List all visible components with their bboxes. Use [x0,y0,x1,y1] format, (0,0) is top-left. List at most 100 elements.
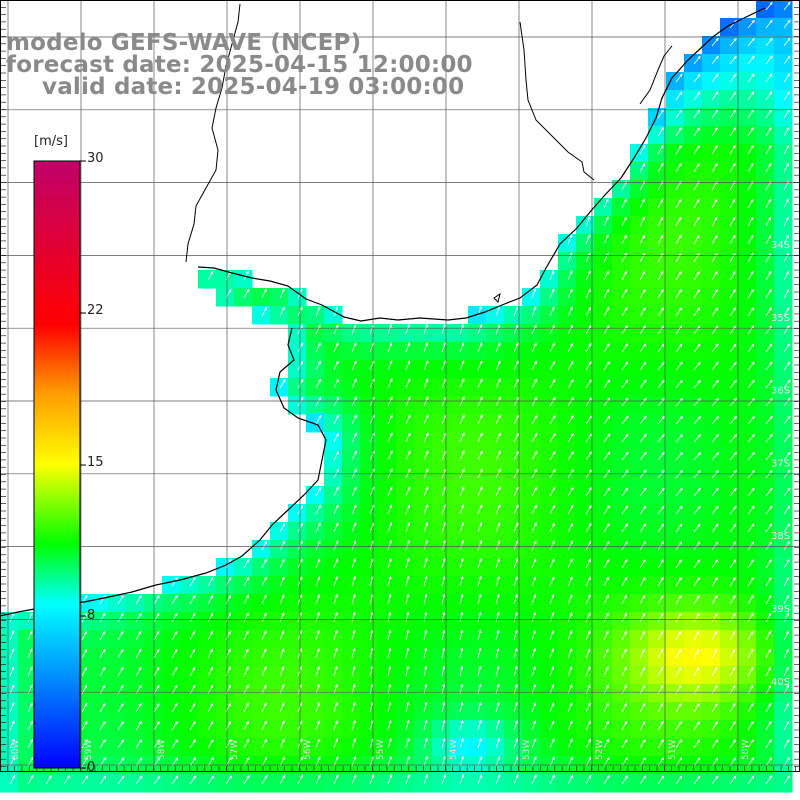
wind-arrow [153,648,160,659]
wind-arrow [585,324,592,335]
wind-arrow [243,288,250,299]
wind-cell [414,378,433,397]
wind-cell [378,396,397,415]
wind-cell [504,738,523,757]
wind-arrow [153,666,160,677]
wind-arrow [747,144,754,155]
wind-arrow [477,342,483,353]
wind-arrow [387,611,392,623]
wind-cell [594,342,613,361]
wind-cell [666,720,685,739]
wind-cell [486,306,505,325]
wind-arrow [729,252,736,263]
wind-cell [144,594,163,613]
wind-cell [648,720,667,739]
wind-cell [594,630,613,649]
wind-cell [360,576,379,595]
wind-cell [504,342,523,361]
wind-cell [576,594,595,613]
wind-arrow [603,288,610,299]
wind-cell [486,450,505,469]
wind-arrow [711,648,718,659]
wind-arrow [315,522,321,533]
wind-cell [612,306,631,325]
wind-cell [522,342,541,361]
wind-arrow [567,360,574,371]
wind-cell [684,666,703,685]
wind-arrow [765,630,772,641]
wind-arrow [387,629,392,641]
wind-arrow [477,432,483,443]
wind-arrow [765,198,772,209]
wind-cell [378,576,397,595]
wind-arrow [603,451,611,461]
wind-arrow [495,647,500,659]
wind-arrow [729,37,737,47]
wind-arrow [603,342,610,353]
wind-cell [774,108,793,127]
wind-cell [216,288,235,307]
wind-arrow [333,486,339,497]
wind-arrow [423,521,429,533]
wind-arrow [261,648,267,659]
wind-cell [288,360,307,379]
wind-arrow [315,504,321,515]
wind-cell [756,648,775,667]
wind-cell [18,774,37,793]
wind-arrow [387,414,393,425]
wind-cell [234,288,253,307]
wind-arrow [675,162,682,173]
wind-cell [504,558,523,577]
wind-cell [594,306,613,325]
wind-arrow [765,109,772,119]
wind-cell [522,288,541,307]
wind-cell [612,522,631,541]
wind-arrow [459,396,465,407]
wind-arrow [531,288,537,299]
wind-cell [720,558,739,577]
wind-arrow [135,612,142,623]
wind-arrow [387,323,392,335]
wind-cell [486,684,505,703]
wind-cell [774,684,793,703]
wind-cell [252,648,271,667]
wind-cell [270,306,289,325]
wind-arrow [747,433,755,443]
wind-cell [126,666,145,685]
wind-cell [450,540,469,559]
wind-cell [486,738,505,757]
wind-arrow [495,504,501,515]
wind-cell [666,684,685,703]
wind-arrow [495,522,501,533]
wind-cell [504,414,523,433]
wind-cell [630,612,649,631]
wind-cell [414,522,433,541]
wind-cell [144,612,163,631]
wind-arrow [405,611,410,623]
wind-arrow [459,593,464,605]
wind-arrow [693,648,700,659]
wind-arrow [729,325,737,335]
wind-cell [288,774,307,793]
wind-arrow [351,378,357,389]
wind-arrow [513,504,519,515]
wind-arrow [333,324,339,335]
wind-cell [540,720,559,739]
wind-cell [342,414,361,433]
wind-cell [774,252,793,271]
wind-cell [72,774,91,793]
wind-arrow [729,162,736,173]
wind-cell [540,612,559,631]
wind-arrow [279,306,285,317]
wind-arrow [423,611,428,623]
wind-cell [108,702,127,721]
wind-arrow [657,487,665,497]
wind-cell [18,738,37,757]
wind-cell [666,234,685,253]
wind-arrow [711,684,718,695]
wind-cell [288,630,307,649]
wind-cell [324,774,343,793]
wind-cell [450,702,469,721]
wind-cell [594,378,613,397]
